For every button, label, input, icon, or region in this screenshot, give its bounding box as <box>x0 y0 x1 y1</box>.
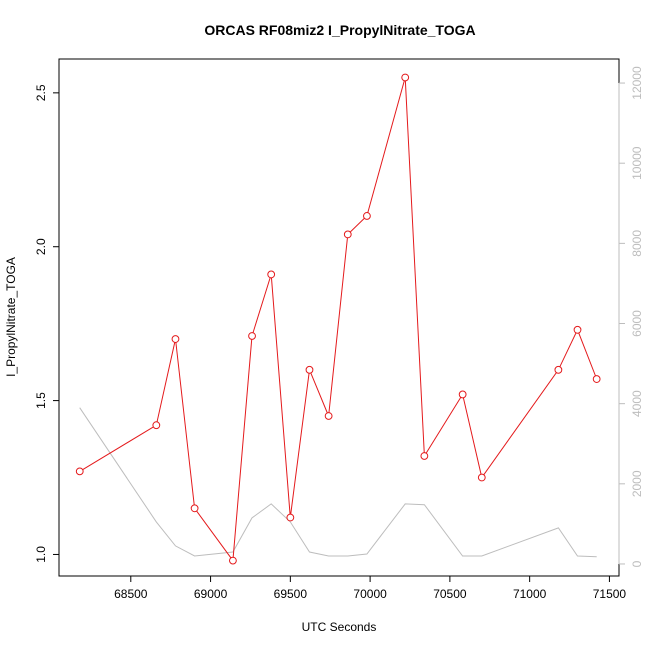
data-point <box>286 513 295 522</box>
y-tick-label: 1.5 <box>34 392 48 409</box>
data-point <box>458 390 467 399</box>
data-point <box>343 230 352 239</box>
y2-tick-label: 6000 <box>630 310 644 337</box>
x-tick-label: 68500 <box>114 587 148 601</box>
x-tick-label: 70000 <box>353 587 387 601</box>
x-tick-label: 69500 <box>274 587 308 601</box>
y-axis-label: I_PropylNitrate_TOGA <box>4 257 18 377</box>
data-point <box>190 504 199 513</box>
data-point <box>248 332 256 340</box>
y-tick-label: 2.0 <box>34 238 48 255</box>
data-point <box>152 421 161 430</box>
data-point <box>305 365 314 374</box>
y-tick-label: 2.5 <box>34 84 48 101</box>
data-point <box>554 365 563 374</box>
series-layer <box>75 73 601 565</box>
y-axis-left: 1.0 1.5 2.0 2.5 <box>34 84 60 563</box>
x-tick-label: 71000 <box>513 587 547 601</box>
chart-title: ORCAS RF08miz2 I_PropylNitrate_TOGA <box>204 22 475 38</box>
data-point <box>229 556 237 565</box>
data-point <box>363 212 371 220</box>
y-tick-label: 1.0 <box>34 546 48 563</box>
data-point <box>324 412 333 420</box>
x-axis: 68500 69000 69500 70000 70500 71000 71500 <box>114 575 627 601</box>
data-point <box>171 335 180 343</box>
y-axis-right: 0 2000 4000 6000 8000 10000 12000 <box>618 66 644 567</box>
x-axis-label: UTC Seconds <box>302 620 377 634</box>
y2-tick-label: 0 <box>630 560 644 567</box>
y2-tick-label: 8000 <box>630 230 644 257</box>
y2-tick-label: 2000 <box>630 470 644 497</box>
data-point <box>267 270 276 279</box>
y2-tick-label: 12000 <box>630 66 644 100</box>
x-tick-label: 70500 <box>433 587 467 601</box>
series-line-left <box>79 77 598 562</box>
y2-tick-label: 4000 <box>630 390 644 417</box>
data-point <box>401 73 410 82</box>
y2-tick-label: 10000 <box>630 146 644 180</box>
series-line-right <box>79 407 597 558</box>
data-point <box>592 375 601 383</box>
x-tick-label: 71500 <box>593 587 627 601</box>
x-tick-label: 69000 <box>194 587 228 601</box>
data-point <box>477 473 486 482</box>
data-point <box>573 325 582 334</box>
data-point <box>420 452 429 460</box>
data-point <box>75 467 84 476</box>
